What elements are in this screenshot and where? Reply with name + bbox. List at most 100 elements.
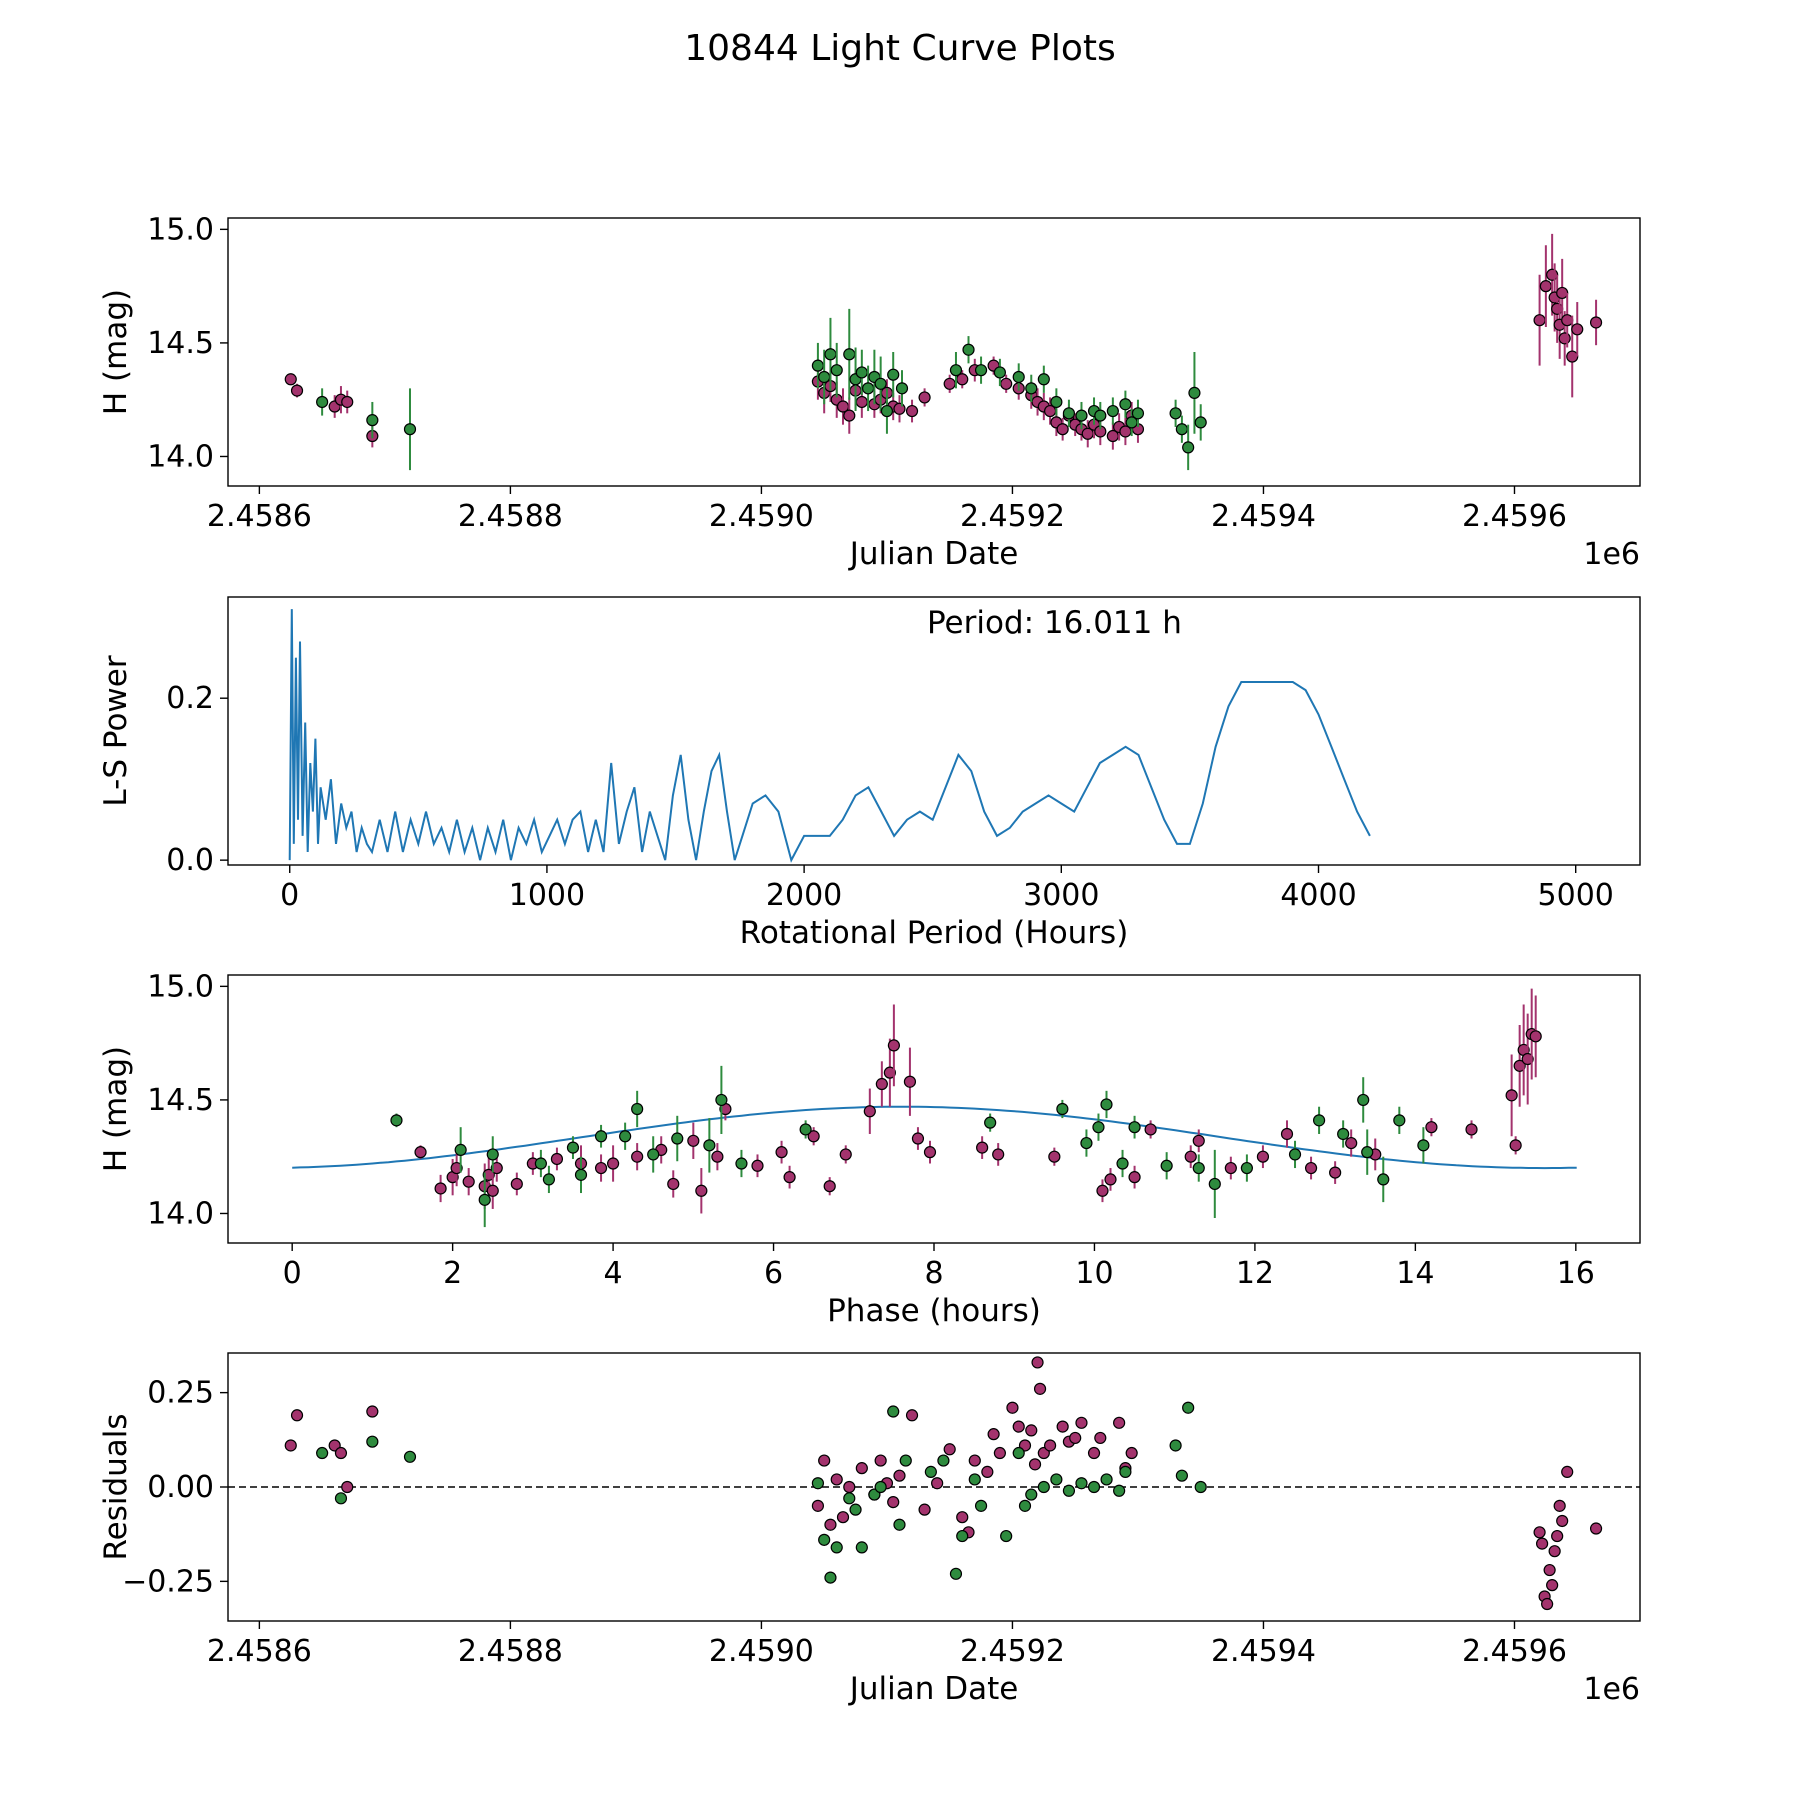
data-point [619,1130,632,1143]
x-tick-label: 2.4590 [709,499,814,534]
x-tick-label: 16 [1557,1256,1595,1291]
data-point [862,382,875,395]
data-point [1087,1480,1101,1494]
x-axis-label: Julian Date [848,1671,1019,1707]
data-point [631,1150,644,1163]
data-point [1660,1531,1671,1542]
data-point [703,1139,716,1152]
data-point [284,1439,297,1452]
data-point [1208,1177,1221,1191]
y-tick-label: −0.25 [122,1564,214,1599]
x-tick-label: 2.4594 [1211,1634,1316,1669]
data-point [984,1116,997,1129]
data-point [830,364,843,377]
data-point [316,1446,329,1460]
data-point [1561,1465,1574,1479]
data-point [1056,1420,1069,1433]
data-point [918,1503,931,1516]
x-offset-label: 1e6 [1583,1672,1640,1707]
data-point [893,1469,906,1482]
data-point [1062,407,1076,420]
data-point [1087,1446,1101,1460]
x-tick-label: 6 [764,1256,783,1291]
data-point [1012,1446,1025,1460]
data-point [1075,1477,1088,1490]
data-point [899,1454,912,1467]
data-point [1113,1484,1126,1497]
data-point [450,1161,463,1175]
data-point [923,1146,937,1159]
data-point [874,1454,887,1467]
x-tick-label: 2.4588 [458,1634,563,1669]
data-point [1192,1161,1205,1175]
data-point [1256,1150,1270,1163]
x-tick-label: 1000 [509,878,585,913]
data-point [1691,383,1702,394]
x-tick-label: 3000 [1023,878,1099,913]
data-point [1031,1356,1044,1369]
data-point [434,1182,447,1195]
data-point [992,1148,1005,1161]
period-annotation: Period: 16.011 h [927,605,1182,641]
data-point [594,1161,608,1175]
data-point [1589,316,1603,329]
x-tick-label: 8 [924,1256,943,1291]
plot-area [292,988,1577,1228]
data-point [1288,1148,1302,1161]
data-point [818,1454,831,1467]
data-point [880,404,894,418]
data-point [1571,323,1584,336]
data-point [1100,1098,1113,1111]
data-point [863,1105,876,1118]
x-tick-label: 2.4586 [207,1634,312,1669]
data-point [956,1511,969,1524]
y-tick-label: 14.5 [147,1083,214,1118]
x-tick-label: 2.4592 [960,499,1065,534]
data-point [783,1171,796,1184]
y-axis-label: Residuals [98,1413,134,1560]
data-point [811,1499,825,1512]
series-band-green [316,308,1727,471]
data-point [1050,1473,1063,1486]
data-point [1094,409,1107,422]
data-point [1100,1473,1113,1486]
data-point [1551,302,1564,315]
data-point [956,1529,969,1543]
y-tick-label: 0.2 [166,681,214,716]
series-band-green [390,1065,1430,1228]
y-axis-label: L-S Power [98,655,134,806]
data-point [334,1492,348,1505]
data-point [1075,1416,1088,1429]
data-point [751,1159,764,1172]
data-point [290,1409,304,1422]
data-point [462,1175,475,1188]
data-point [887,368,900,381]
data-point [284,373,297,386]
x-tick-label: 4000 [1280,878,1356,913]
x-tick-label: 2.4592 [960,1634,1065,1669]
data-point [1716,371,1727,382]
data-point [855,366,868,379]
data-point [711,1150,724,1163]
x-tick-label: 12 [1236,1256,1274,1291]
x-axis-label: Rotational Period (Hours) [740,915,1129,951]
data-point [1280,1127,1294,1141]
data-point [874,1480,887,1494]
data-point [937,1454,950,1467]
data-point [1710,387,1721,398]
data-point [1119,1465,1132,1479]
data-point [1529,1030,1542,1043]
y-tick-label: 15.0 [147,969,214,1004]
data-point [1056,423,1069,436]
plot-area [228,1356,1671,1611]
x-tick-label: 0 [280,878,299,913]
data-point [1175,1469,1188,1482]
data-point [855,1462,868,1475]
data-point [403,423,417,436]
data-point [550,1152,564,1166]
data-point [403,1450,417,1463]
data-point [824,1518,837,1531]
x-axis-label: Julian Date [848,536,1019,572]
data-point [855,1541,868,1554]
